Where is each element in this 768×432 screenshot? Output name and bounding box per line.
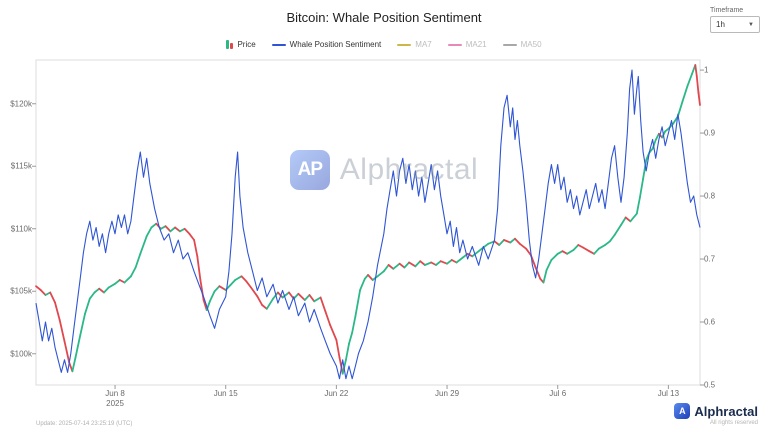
legend-item-whale-sentiment[interactable]: Whale Position Sentiment	[271, 40, 382, 49]
line-marker-icon	[502, 43, 517, 46]
timeframe-label: Timeframe	[710, 7, 744, 14]
legend-item-price[interactable]: Price	[226, 40, 256, 49]
sentiment-axis-tick: 0.7	[704, 254, 716, 264]
line-marker-icon	[447, 43, 462, 46]
timeframe-value: 1h	[716, 20, 725, 29]
brand-name: Alphractal	[694, 403, 758, 419]
x-axis-tick: Jun 15	[213, 389, 238, 398]
candlestick-icon	[226, 40, 234, 49]
legend-item-ma50[interactable]: MA50	[502, 40, 542, 49]
timeframe-control: Timeframe 1h ▼	[710, 7, 760, 33]
timeframe-select[interactable]: 1h ▼	[710, 16, 760, 33]
chevron-down-icon: ▼	[748, 21, 754, 28]
page-title: Bitcoin: Whale Position Sentiment	[286, 10, 482, 25]
legend-label: MA7	[415, 40, 432, 49]
legend-item-ma21[interactable]: MA21	[447, 40, 487, 49]
legend-label: MA21	[465, 40, 487, 49]
sentiment-axis-tick: 0.6	[704, 317, 716, 327]
line-marker-icon	[397, 43, 412, 46]
price-axis-tick: $120k	[10, 99, 32, 109]
x-tick-year: 2025	[106, 399, 124, 409]
legend-label: MA50	[520, 40, 542, 49]
sentiment-axis-tick: 0.9	[704, 128, 716, 138]
brand-footer: A Alphractal All rights reserved	[674, 403, 758, 426]
sentiment-axis-tick: 0.8	[704, 191, 716, 201]
price-axis-tick: $115k	[10, 161, 32, 171]
legend: Price Whale Position Sentiment MA7 MA21 …	[0, 40, 768, 49]
rights-text: All rights reserved	[709, 420, 758, 426]
x-axis-tick: Jul 13	[657, 389, 680, 398]
x-axis-tick: Jun 8 2025	[105, 389, 125, 410]
price-axis-tick: $100k	[10, 349, 32, 359]
price-axis-tick: $105k	[10, 286, 32, 296]
x-axis-tick: Jul 6	[549, 389, 567, 398]
sentiment-axis-tick: 1	[704, 65, 709, 75]
legend-item-ma7[interactable]: MA7	[397, 40, 432, 49]
x-axis-tick: Jun 22	[324, 389, 349, 398]
x-tick-label: Jun 8	[105, 389, 125, 398]
price-axis-tick: $110k	[10, 224, 32, 234]
update-timestamp: Update: 2025-07-14 23:25:19 (UTC)	[36, 421, 133, 427]
line-marker-icon	[271, 43, 286, 46]
alphractal-logo-icon: A	[674, 403, 691, 419]
x-axis-tick: Jun 29	[435, 389, 460, 398]
sentiment-axis-tick: 0.5	[704, 380, 716, 390]
legend-label: Price	[237, 40, 256, 49]
legend-label: Whale Position Sentiment	[289, 40, 382, 49]
